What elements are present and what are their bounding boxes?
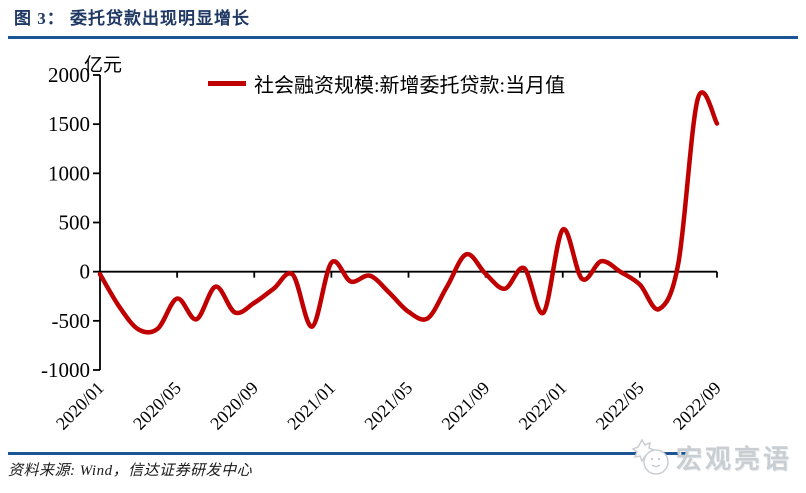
x-tick-label: 2022/05 — [592, 378, 648, 434]
source-note: 资料来源: Wind，信达证券研发中心 — [8, 463, 253, 479]
top-divider — [8, 36, 798, 39]
legend-label: 社会融资规模:新增委托贷款:当月值 — [254, 75, 566, 97]
x-tick-label: 2022/01 — [515, 378, 571, 434]
x-tick-label: 2022/09 — [669, 378, 725, 434]
y-axis-unit-label: 亿元 — [84, 55, 123, 76]
y-tick-label: 0 — [80, 260, 91, 284]
y-tick-label: 2000 — [48, 63, 90, 87]
x-tick-label: 2020/01 — [52, 378, 108, 434]
legend-line-swatch — [208, 81, 246, 86]
x-tick-label: 2021/09 — [438, 378, 494, 434]
y-tick-label: 1000 — [48, 161, 90, 185]
x-tick-label: 2020/09 — [206, 378, 262, 434]
x-tick-label: 2021/05 — [360, 378, 416, 434]
chart-legend: 社会融资规模:新增委托贷款:当月值 — [208, 69, 565, 98]
watermark-text: 宏观亮语 — [676, 444, 793, 474]
y-tick-label: 500 — [59, 211, 91, 235]
y-tick-label: -1000 — [41, 358, 90, 382]
watermark-logo-icon — [632, 438, 669, 475]
watermark: 宏观亮语 — [632, 436, 792, 478]
y-tick-label: -500 — [52, 309, 91, 333]
x-tick-label: 2020/05 — [129, 378, 185, 434]
y-tick-label: 1500 — [48, 112, 90, 136]
series-line — [97, 90, 720, 335]
x-tick-label: 2021/01 — [283, 378, 339, 434]
figure-title: 图 3： 委托贷款出现明显增长 — [14, 9, 250, 28]
bottom-divider — [8, 452, 686, 455]
